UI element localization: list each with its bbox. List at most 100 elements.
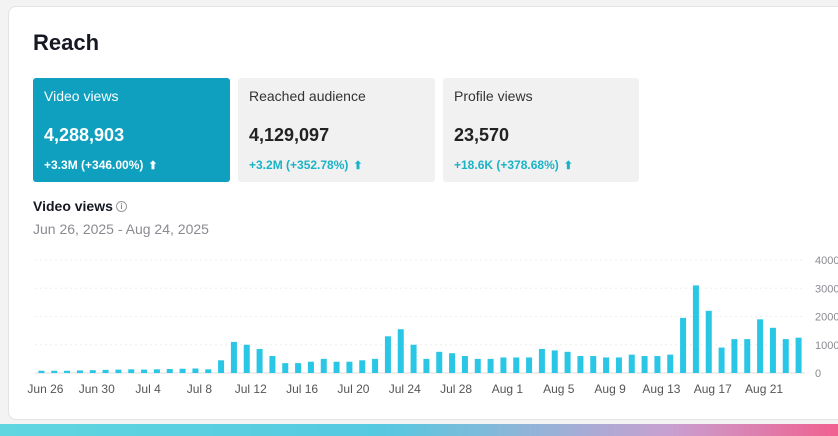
chart-bar[interactable] [38,370,45,373]
chart-bar[interactable] [526,357,533,373]
info-icon[interactable]: i [116,201,127,212]
chart-bar[interactable] [487,358,494,373]
chart-bar[interactable] [795,337,802,373]
chart-bar[interactable] [102,369,109,373]
chart-bar[interactable] [333,361,340,373]
chart-bar[interactable] [705,310,712,373]
chart-bar[interactable] [166,369,173,373]
arrow-up-icon: ⬆ [563,160,573,172]
chart-bar[interactable] [153,369,160,373]
chart-bar[interactable] [141,369,148,373]
metric-label: Video views [44,88,119,104]
x-tick-label: Jun 30 [79,382,115,396]
chart-bar[interactable] [218,360,225,373]
chart-bar[interactable] [307,361,314,373]
x-tick-label: Jul 16 [286,382,318,396]
chart-bar[interactable] [769,327,776,373]
chart-bar[interactable] [359,360,366,373]
y-tick-label: 4000 [815,255,838,267]
chart-bar[interactable] [205,369,212,373]
chart-bar[interactable] [667,354,674,373]
chart-bar[interactable] [474,358,481,373]
chart-bar[interactable] [282,363,289,373]
y-tick-label: 2000 [815,312,838,324]
x-tick-label: Jul 8 [187,382,213,396]
chart-bar[interactable] [744,339,751,373]
x-tick-label: Jul 20 [337,382,369,396]
chart-bar[interactable] [731,339,738,373]
chart-bar[interactable] [64,370,71,373]
chart-bar[interactable] [449,353,456,373]
chart-bar[interactable] [295,363,302,373]
chart-bar[interactable] [782,339,789,373]
chart-bar[interactable] [269,356,276,373]
x-tick-label: Jun 26 [27,382,63,396]
chart-bar[interactable] [538,348,545,373]
chart-bar[interactable] [346,361,353,373]
chart-bar[interactable] [603,357,610,373]
chart-bar[interactable] [718,347,725,373]
x-tick-label: Jul 4 [135,382,161,396]
chart-bar[interactable] [551,350,558,373]
y-tick-label: 3000 [815,283,838,295]
chart-bar[interactable] [654,356,661,373]
chart-bar[interactable] [89,370,96,373]
chart-bar[interactable] [461,356,468,373]
x-tick-label: Jul 24 [389,382,421,396]
metric-label: Reached audience [249,88,366,104]
metric-change: +18.6K (+378.68%) ⬆ [454,158,573,172]
chart-bar[interactable] [115,369,122,373]
chart-bar[interactable] [692,285,699,373]
chart-bar[interactable] [757,319,764,373]
video-views-chart: 4000 3000 2000 1000 0 Jun 26 Jun 30 Jul 4 Jul 8… [27,255,838,396]
chart-bar[interactable] [51,370,58,373]
metric-card-reached-audience[interactable]: Reached audience 4,129,097 +3.2M (+352.7… [238,78,435,182]
x-tick-label: Aug 13 [642,382,680,396]
chart-bar[interactable] [436,351,443,373]
chart-bar[interactable] [372,358,379,373]
chart-title: Video views [33,198,113,214]
chart-bar[interactable] [628,354,635,373]
chart-bar[interactable] [423,358,430,373]
chart-bar[interactable] [243,344,250,373]
reach-card [8,6,838,420]
x-tick-label: Aug 1 [492,382,524,396]
chart-bar[interactable] [230,341,237,373]
chart-bar[interactable] [397,329,404,373]
metric-card-video-views[interactable]: Video views 4,288,903 +3.3M (+346.00%) ⬆ [33,78,230,182]
chart-bar[interactable] [577,356,584,373]
metric-value: 4,288,903 [44,125,125,145]
x-tick-label: Jul 28 [440,382,472,396]
chart-bar[interactable] [320,358,327,373]
metric-card-profile-views[interactable]: Profile views 23,570 +18.6K (+378.68%) ⬆ [443,78,639,182]
metric-change: +3.2M (+352.78%) ⬆ [249,158,363,172]
chart-bar[interactable] [615,357,622,373]
chart-bar[interactable] [641,356,648,373]
chart-bar[interactable] [384,336,391,373]
chart-bar[interactable] [500,357,507,373]
metric-change-text: +18.6K (+378.68%) [454,158,559,172]
date-range: Jun 26, 2025 - Aug 24, 2025 [33,221,209,237]
metric-value: 4,129,097 [249,125,330,145]
chart-bar[interactable] [564,351,571,373]
chart-bar[interactable] [680,317,687,373]
chart-bar[interactable] [128,369,135,373]
chart-bar[interactable] [192,368,199,373]
decorative-gradient-strip [0,424,838,436]
chart-bar[interactable] [179,368,186,373]
y-tick-label: 1000 [815,340,838,352]
x-tick-label: Aug 9 [594,382,626,396]
arrow-up-icon: ⬆ [148,160,158,172]
chart-bar[interactable] [76,370,83,373]
x-tick-label: Aug 17 [694,382,732,396]
chart-bar[interactable] [513,357,520,373]
metric-change-text: +3.3M (+346.00%) [44,158,144,172]
y-tick-label: 0 [815,368,821,380]
metric-change: +3.3M (+346.00%) ⬆ [44,158,158,172]
metric-change-text: +3.2M (+352.78%) [249,158,349,172]
arrow-up-icon: ⬆ [353,160,363,172]
metric-label: Profile views [454,88,533,104]
chart-bar[interactable] [410,344,417,373]
chart-bar[interactable] [590,356,597,373]
chart-bar[interactable] [256,348,263,373]
